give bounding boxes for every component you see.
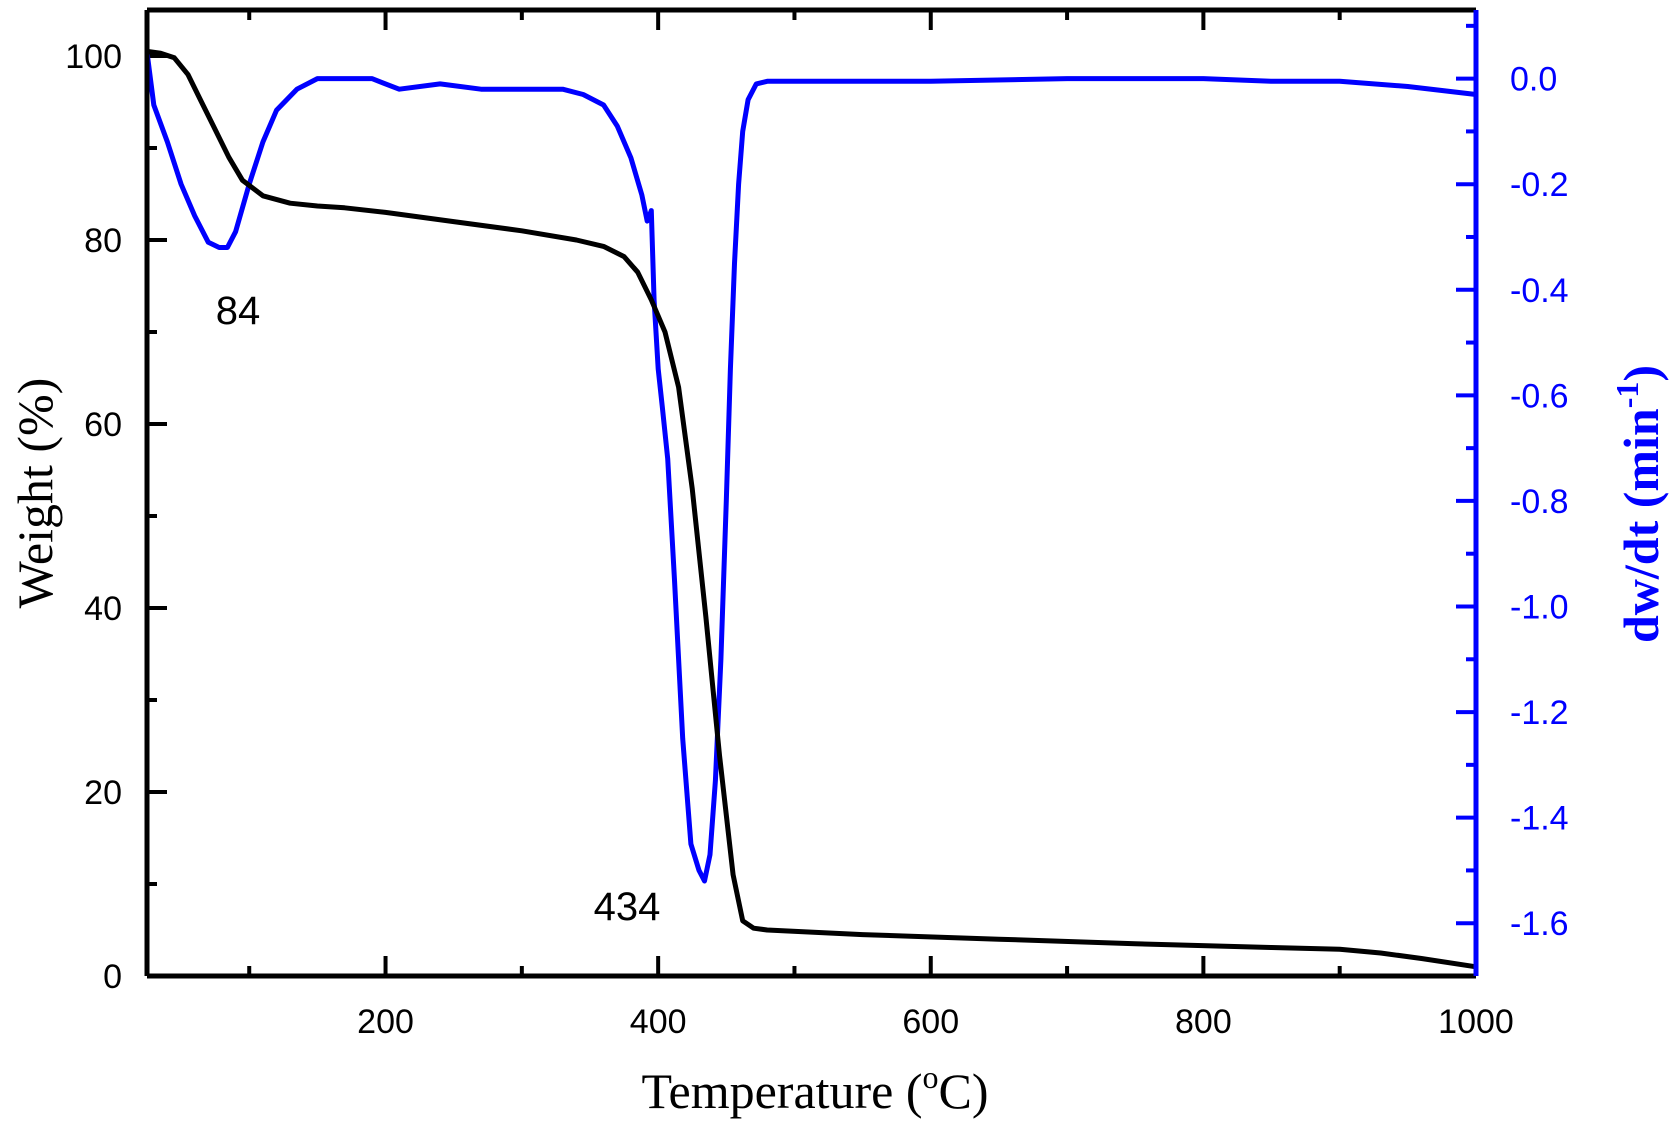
y-right-tick-label: -1.0 (1510, 588, 1569, 626)
x-tick-label: 600 (902, 1003, 959, 1041)
y-right-tick-label: -0.4 (1510, 272, 1569, 310)
y-left-axis-title: Weight (%) (7, 378, 63, 609)
dtg-curve (144, 51, 1477, 884)
x-tick-label: 200 (357, 1003, 414, 1041)
y-right-tick-label: 0.0 (1510, 61, 1557, 99)
x-tick-label: 800 (1175, 1003, 1232, 1041)
axis-ticks (147, 10, 1478, 978)
y-right-tick-label: -0.6 (1510, 377, 1569, 415)
tick-labels: 200 400 600 800 1000 0 20 40 60 80 100 0.0 -0.2 -0.4 -… (65, 38, 1568, 1041)
x-tick-label: 1000 (1438, 1003, 1514, 1041)
y-right-tick-label: -0.2 (1510, 166, 1569, 204)
y-left-tick-label: 80 (84, 222, 122, 260)
x-tick-label: 400 (630, 1003, 687, 1041)
y-left-tick-label: 20 (84, 774, 122, 812)
y-left-tick-label: 40 (84, 590, 122, 628)
x-axis-title: Temperature (oC) (641, 1059, 988, 1119)
y-left-tick-label: 60 (84, 406, 122, 444)
annotation-peak-84: 84 (216, 289, 261, 333)
y-right-tick-label: -1.4 (1510, 800, 1569, 838)
y-right-tick-label: -0.8 (1510, 483, 1569, 521)
y-left-tick-label: 0 (103, 958, 122, 996)
weight-curve (146, 48, 1477, 970)
plot-frame (144, 7, 1479, 979)
y-right-tick-label: -1.6 (1510, 905, 1569, 943)
y-left-tick-label: 100 (65, 38, 122, 76)
y-right-axis-title: dw/dt (min-1) (1609, 365, 1669, 643)
annotation-peak-434: 434 (594, 885, 661, 929)
series-lines (144, 48, 1477, 970)
y-right-tick-label: -1.2 (1510, 694, 1569, 732)
